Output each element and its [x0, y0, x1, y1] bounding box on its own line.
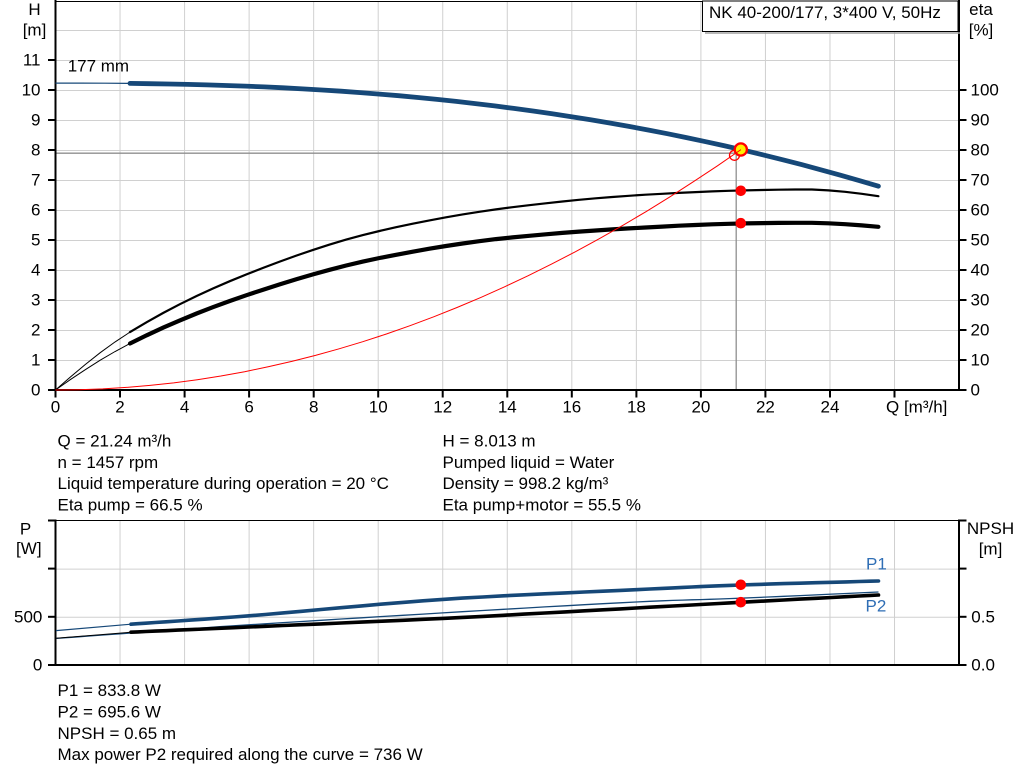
svg-text:[m]: [m] [979, 540, 1003, 559]
svg-text:80: 80 [971, 141, 990, 160]
svg-text:n = 1457 rpm: n = 1457 rpm [58, 453, 159, 472]
svg-text:P2: P2 [866, 597, 887, 616]
svg-text:0: 0 [971, 381, 980, 400]
svg-text:Q [m³/h]: Q [m³/h] [886, 398, 947, 417]
svg-text:P1: P1 [866, 555, 887, 574]
svg-text:12: 12 [433, 398, 452, 417]
svg-text:Density = 998.2 kg/m³: Density = 998.2 kg/m³ [443, 474, 609, 493]
svg-text:16: 16 [562, 398, 581, 417]
svg-text:1: 1 [31, 351, 40, 370]
svg-text:NK 40-200/177, 3*400 V, 50Hz: NK 40-200/177, 3*400 V, 50Hz [709, 3, 941, 22]
svg-text:Pumped liquid = Water: Pumped liquid = Water [443, 453, 615, 472]
svg-text:2: 2 [115, 398, 124, 417]
svg-text:eta: eta [969, 0, 993, 19]
svg-text:60: 60 [971, 201, 990, 220]
svg-text:0: 0 [51, 398, 60, 417]
svg-text:[W]: [W] [16, 539, 42, 558]
svg-text:500: 500 [14, 607, 42, 626]
svg-text:10: 10 [22, 81, 41, 100]
svg-text:Liquid temperature during oper: Liquid temperature during operation = 20… [58, 474, 389, 493]
svg-text:0.0: 0.0 [971, 656, 995, 675]
svg-text:H: H [28, 0, 40, 19]
svg-text:8: 8 [309, 398, 318, 417]
svg-text:22: 22 [756, 398, 775, 417]
svg-text:9: 9 [31, 111, 40, 130]
svg-text:[%]: [%] [969, 20, 994, 39]
svg-text:H = 8.013 m: H = 8.013 m [443, 432, 536, 451]
svg-text:6: 6 [31, 201, 40, 220]
svg-text:90: 90 [971, 111, 990, 130]
svg-text:NPSH = 0.65 m: NPSH = 0.65 m [58, 724, 177, 743]
svg-text:8: 8 [31, 141, 40, 160]
svg-text:5: 5 [31, 231, 40, 250]
svg-text:30: 30 [971, 291, 990, 310]
svg-text:50: 50 [971, 231, 990, 250]
svg-text:20: 20 [691, 398, 710, 417]
svg-text:100: 100 [971, 81, 999, 100]
svg-text:24: 24 [821, 398, 840, 417]
svg-text:0: 0 [31, 381, 40, 400]
svg-text:10: 10 [971, 351, 990, 370]
svg-text:0: 0 [33, 656, 42, 675]
svg-text:[m]: [m] [23, 20, 47, 39]
svg-text:10: 10 [369, 398, 388, 417]
svg-text:70: 70 [971, 171, 990, 190]
svg-text:20: 20 [971, 321, 990, 340]
svg-text:P2 = 695.6 W: P2 = 695.6 W [58, 703, 161, 722]
svg-text:7: 7 [31, 171, 40, 190]
svg-text:4: 4 [31, 261, 40, 280]
svg-text:2: 2 [31, 321, 40, 340]
svg-text:18: 18 [627, 398, 646, 417]
svg-text:11: 11 [23, 51, 41, 70]
svg-text:0.5: 0.5 [971, 607, 995, 626]
svg-text:6: 6 [244, 398, 253, 417]
svg-text:Eta pump = 66.5 %: Eta pump = 66.5 % [58, 496, 203, 515]
svg-text:4: 4 [180, 398, 189, 417]
svg-text:Eta pump+motor = 55.5 %: Eta pump+motor = 55.5 % [443, 496, 641, 515]
svg-text:3: 3 [31, 291, 40, 310]
svg-text:Max power P2 required along th: Max power P2 required along the curve = … [58, 745, 423, 764]
svg-text:14: 14 [498, 398, 517, 417]
svg-text:40: 40 [971, 261, 990, 280]
svg-text:P: P [20, 520, 31, 539]
svg-text:NPSH: NPSH [967, 519, 1014, 538]
svg-text:177 mm: 177 mm [68, 57, 129, 76]
svg-text:Q = 21.24 m³/h: Q = 21.24 m³/h [58, 432, 172, 451]
svg-text:P1 = 833.8 W: P1 = 833.8 W [58, 681, 161, 700]
